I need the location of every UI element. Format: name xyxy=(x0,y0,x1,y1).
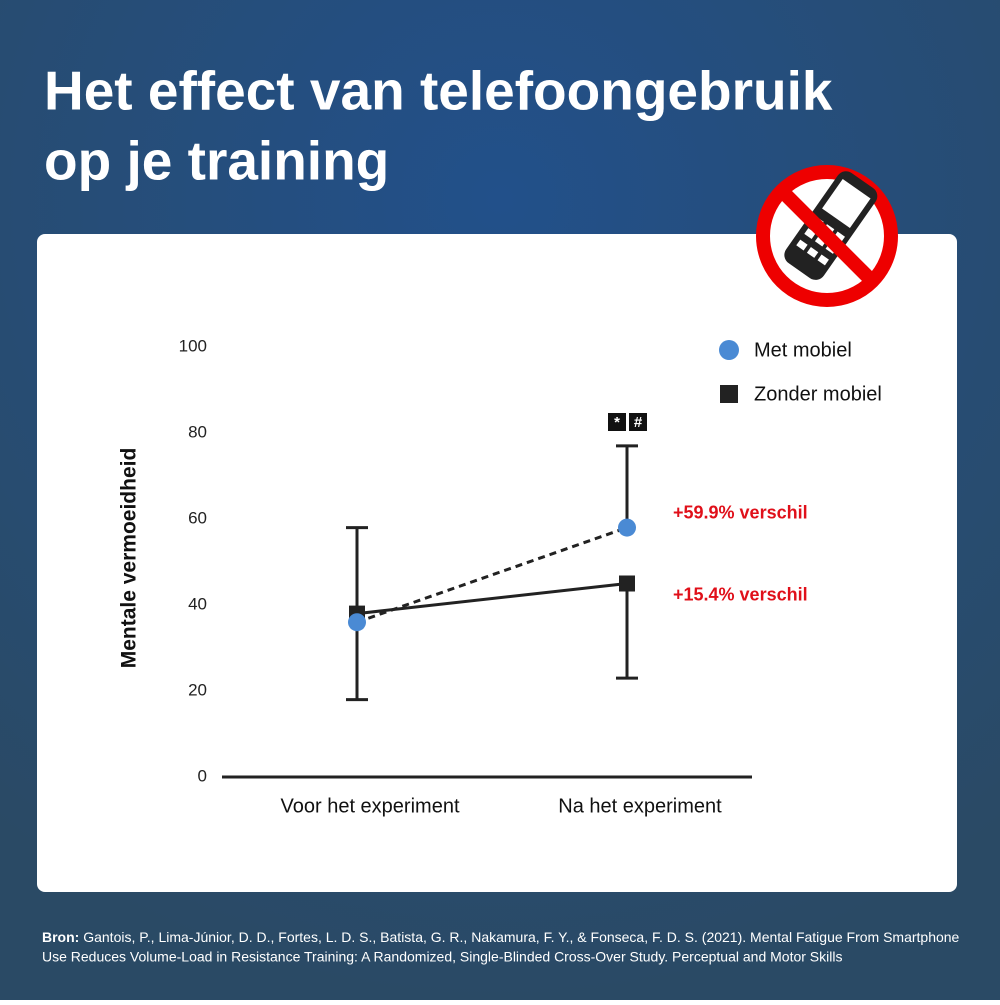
title: op je training xyxy=(44,130,389,192)
data-point xyxy=(619,575,635,592)
source-text: Use Reduces Volume-Load in Resistance Tr… xyxy=(42,949,842,965)
y-tick-label: 80 xyxy=(188,422,207,441)
card xyxy=(37,234,957,892)
y-tick-label: 60 xyxy=(188,508,207,527)
y-axis-label: Mentale vermoeidheid xyxy=(118,448,141,669)
x-tick-label: Na het experiment xyxy=(558,795,722,817)
y-tick-label: 40 xyxy=(188,594,207,613)
y-tick-label: 20 xyxy=(188,680,207,699)
source: Bron: Gantois, P., Lima-Júnior, D. D., F… xyxy=(42,929,960,945)
data-point xyxy=(348,613,366,632)
no-phone-icon xyxy=(756,165,898,307)
significance-box xyxy=(608,413,626,431)
y-tick-label: 0 xyxy=(198,766,207,785)
legend-marker xyxy=(720,385,738,403)
error-bar xyxy=(616,444,638,528)
x-tick-label: Voor het experiment xyxy=(281,795,460,817)
annotation: +59.9% verschil xyxy=(673,502,808,522)
error-bar xyxy=(616,583,638,680)
legend-marker xyxy=(719,340,739,360)
legend-label: Zonder mobiel xyxy=(754,383,882,405)
series-line xyxy=(356,582,628,616)
significance-box xyxy=(629,413,647,431)
annotation: +15.4% verschil xyxy=(673,584,808,604)
y-tick-label: 100 xyxy=(179,336,207,355)
source-text: Gantois, P., Lima-Júnior, D. D., Fortes,… xyxy=(83,929,959,945)
source-label: Bron: xyxy=(42,929,79,945)
legend-label: Met mobiel xyxy=(754,339,852,361)
data-point xyxy=(618,518,636,537)
significance-marker: # xyxy=(634,414,643,431)
significance-marker: * xyxy=(614,414,620,431)
title: Het effect van telefoongebruik xyxy=(44,60,833,122)
